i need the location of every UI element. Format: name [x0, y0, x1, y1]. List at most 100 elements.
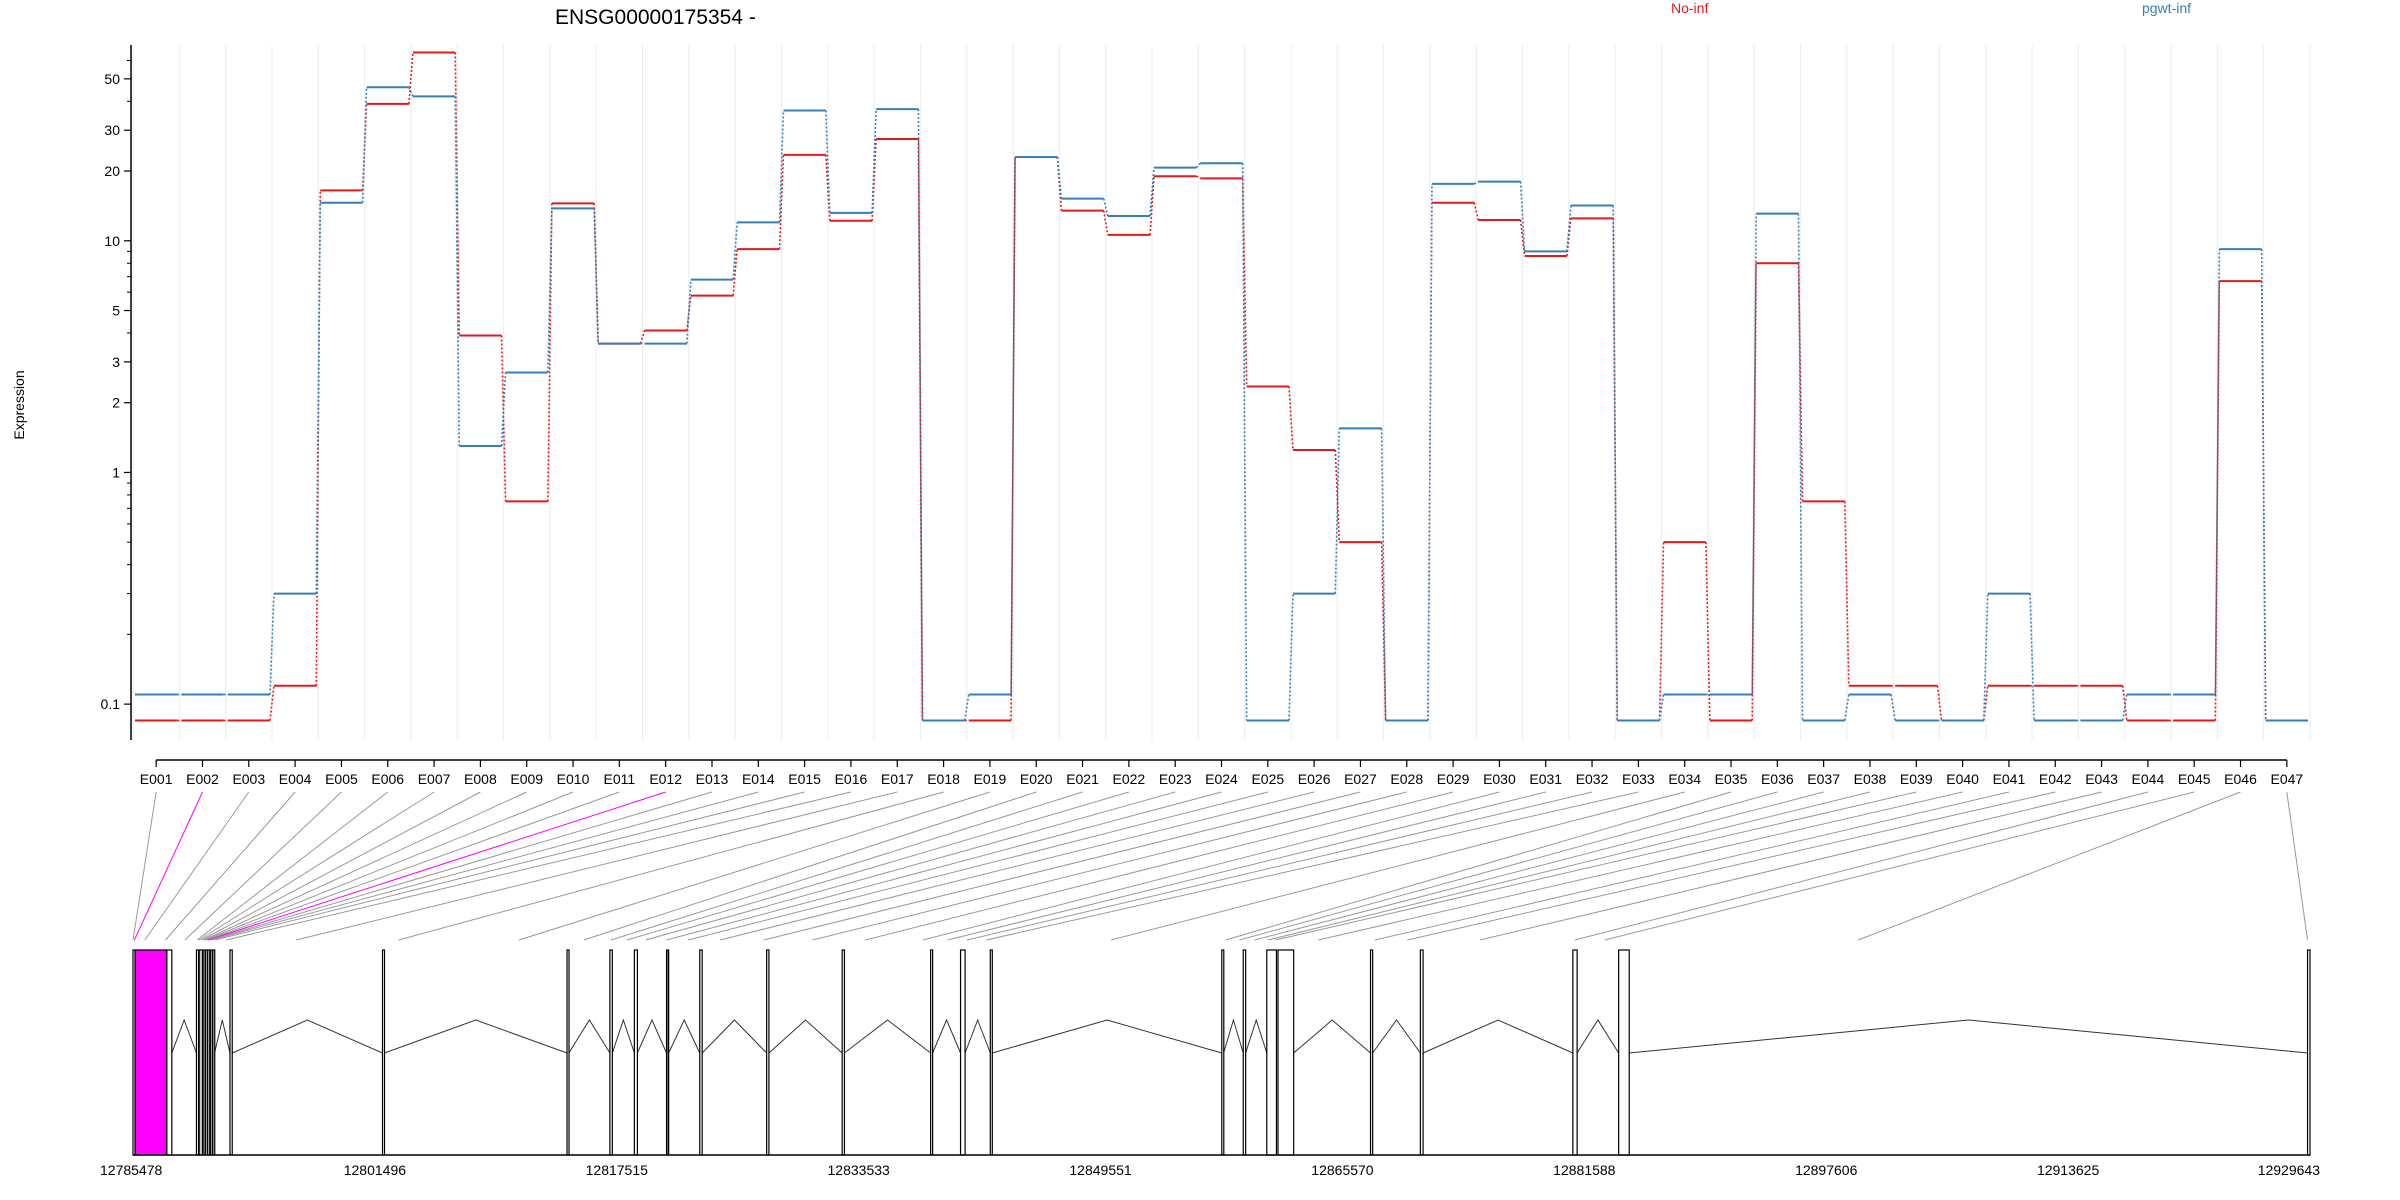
- series-connector: [1844, 501, 1850, 686]
- x-tick-label: E047: [2270, 771, 2303, 787]
- exon-connector: [196, 791, 389, 941]
- exon-connector: [1268, 791, 1871, 941]
- x-tick-label: E012: [649, 771, 682, 787]
- exon-connector: [206, 791, 620, 941]
- series-connector: [593, 203, 599, 344]
- exon-box: [1242, 949, 1247, 1156]
- x-tick-label: E044: [2132, 771, 2165, 787]
- intron: [1372, 1019, 1421, 1054]
- x-tick-label: E020: [1020, 771, 1053, 787]
- series-connector: [1380, 542, 1387, 721]
- series-connector: [1056, 156, 1063, 199]
- series-connector: [1658, 542, 1665, 721]
- series-No-inf: [135, 51, 2308, 722]
- exon-connector: [626, 791, 1130, 941]
- intron: [932, 1018, 962, 1054]
- intron: [611, 1018, 635, 1054]
- exon-connector: [947, 791, 1546, 941]
- exon-connector: [211, 791, 759, 941]
- series-connector: [1751, 263, 1757, 721]
- genomic-tick-label: 12865570: [1311, 1162, 1374, 1178]
- exon-connector: [1407, 791, 2056, 941]
- x-tick-label: E045: [2178, 771, 2211, 787]
- intron: [636, 1018, 667, 1054]
- exon-box: [959, 949, 966, 1156]
- exon-box: [665, 949, 670, 1156]
- y-axis-title: Expression: [11, 370, 27, 439]
- x-tick-label: E019: [974, 771, 1007, 787]
- exon-connector: [1239, 791, 1778, 941]
- x-tick-label: E046: [2224, 771, 2257, 787]
- series-connector: [408, 86, 414, 97]
- exon-connector: [296, 791, 898, 941]
- genomic-tick-label: 12785478: [100, 1162, 163, 1178]
- exon-box: [989, 949, 993, 1156]
- series-connector: [547, 208, 553, 373]
- x-tick-label: E032: [1576, 771, 1609, 787]
- x-tick-label: E025: [1251, 771, 1284, 787]
- exon-box: [566, 949, 570, 1156]
- genomic-tick-label: 12817515: [586, 1162, 649, 1178]
- exon-connector: [207, 791, 666, 941]
- intron: [1576, 1019, 1620, 1054]
- x-tick-label: E024: [1205, 771, 1238, 787]
- exon-box: [1369, 949, 1374, 1156]
- exon-connector: [1254, 791, 1824, 941]
- y-tick-label: 0.1: [101, 696, 121, 712]
- series-connector: [917, 109, 924, 721]
- exon-connector: [1479, 791, 2102, 941]
- exon-box: [198, 949, 204, 1156]
- exon-connector: [201, 791, 481, 941]
- x-tick-label: E013: [696, 771, 729, 787]
- series-connector: [2214, 281, 2221, 721]
- series-pgwt-inf: [135, 86, 2308, 722]
- series-connector: [361, 87, 368, 203]
- exon-connector: [583, 791, 1037, 941]
- series-connector: [824, 110, 831, 213]
- series-connector: [1751, 213, 1757, 695]
- exon-connector: [209, 791, 713, 941]
- series-connector: [1288, 593, 1294, 721]
- x-tick-label: E017: [881, 771, 914, 787]
- exon-box: [381, 949, 386, 1156]
- series-connector: [1334, 449, 1341, 543]
- x-tick-label: E038: [1854, 771, 1887, 787]
- exon-connector: [1318, 791, 1963, 941]
- exon-connector: [966, 791, 1593, 941]
- y-tick-label: 20: [104, 163, 120, 179]
- intron: [844, 1019, 931, 1054]
- series-connector: [1473, 180, 1479, 185]
- exon-box: [766, 949, 770, 1156]
- exon-box: [134, 949, 168, 1156]
- x-tick-label: E006: [371, 771, 404, 787]
- series-connector: [824, 154, 831, 221]
- series-connector: [963, 694, 970, 721]
- x-tick-label: E011: [604, 771, 636, 787]
- exon-connector: [645, 791, 1176, 941]
- series-connector: [2260, 249, 2267, 721]
- series-connector: [1241, 163, 1248, 721]
- series-connector: [778, 110, 785, 223]
- series-connector: [1936, 685, 1943, 721]
- series-connector: [686, 279, 692, 344]
- genomic-tick-label: 12913625: [2037, 1162, 2100, 1178]
- series-connector: [2121, 694, 2128, 721]
- series-connector: [1195, 162, 1201, 169]
- exon-box: [1618, 949, 1630, 1156]
- x-tick-label: E033: [1622, 771, 1655, 787]
- y-tick-label: 1: [112, 464, 120, 480]
- series-connector: [269, 685, 275, 721]
- genomic-tick-label: 12801496: [344, 1162, 407, 1178]
- y-tick-label: 50: [104, 71, 120, 87]
- x-tick-label: E026: [1298, 771, 1331, 787]
- intron: [701, 1019, 768, 1054]
- intron: [1629, 1019, 2308, 1054]
- exon-connector: [132, 791, 157, 941]
- genomic-tick-label: 12881588: [1553, 1162, 1616, 1178]
- series-connector: [1658, 694, 1665, 721]
- x-tick-label: E031: [1529, 771, 1562, 787]
- exon-box: [195, 949, 200, 1156]
- series-connector: [1195, 175, 1201, 180]
- exon-connector: [812, 791, 1407, 941]
